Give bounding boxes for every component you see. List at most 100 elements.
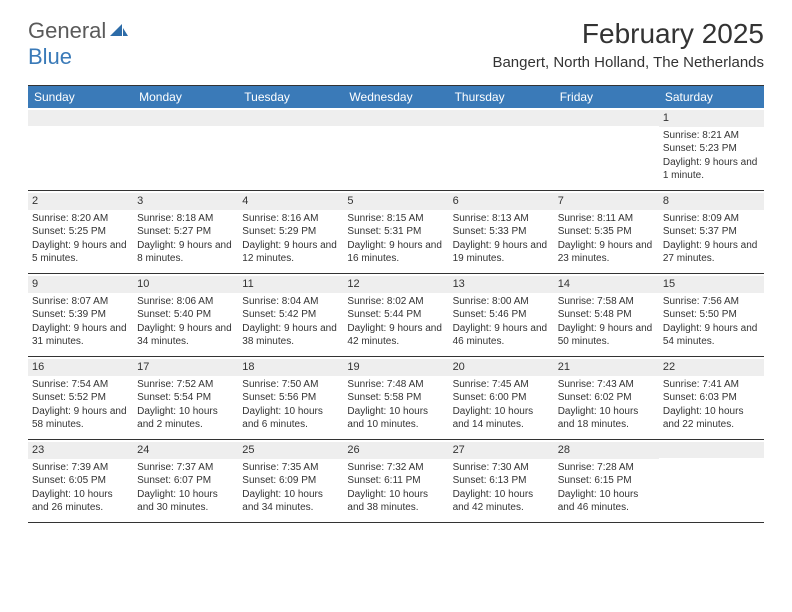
weekday-header: Friday: [554, 86, 659, 108]
sunset-text: Sunset: 5:27 PM: [137, 225, 234, 239]
day-cell: 3Sunrise: 8:18 AMSunset: 5:27 PMDaylight…: [133, 191, 238, 273]
day-number: [554, 110, 659, 126]
day-number: [28, 110, 133, 126]
day-number: [659, 442, 764, 458]
day-info: Sunrise: 8:02 AMSunset: 5:44 PMDaylight:…: [347, 295, 444, 349]
sunrise-text: Sunrise: 8:00 AM: [453, 295, 550, 309]
day-info: Sunrise: 8:21 AMSunset: 5:23 PMDaylight:…: [663, 129, 760, 183]
day-number: 2: [28, 193, 133, 210]
week-row: 16Sunrise: 7:54 AMSunset: 5:52 PMDayligh…: [28, 357, 764, 440]
sunset-text: Sunset: 5:23 PM: [663, 142, 760, 156]
day-info: Sunrise: 7:41 AMSunset: 6:03 PMDaylight:…: [663, 378, 760, 432]
sunrise-text: Sunrise: 8:04 AM: [242, 295, 339, 309]
day-cell: [449, 108, 554, 190]
daylight-text: Daylight: 10 hours and 46 minutes.: [558, 488, 655, 515]
sunset-text: Sunset: 5:39 PM: [32, 308, 129, 322]
sunrise-text: Sunrise: 7:48 AM: [347, 378, 444, 392]
day-info: Sunrise: 7:56 AMSunset: 5:50 PMDaylight:…: [663, 295, 760, 349]
sunrise-text: Sunrise: 7:56 AM: [663, 295, 760, 309]
day-number: 14: [554, 276, 659, 293]
day-info: Sunrise: 8:18 AMSunset: 5:27 PMDaylight:…: [137, 212, 234, 266]
day-number: 24: [133, 442, 238, 459]
day-cell: 7Sunrise: 8:11 AMSunset: 5:35 PMDaylight…: [554, 191, 659, 273]
day-cell: 17Sunrise: 7:52 AMSunset: 5:54 PMDayligh…: [133, 357, 238, 439]
day-cell: 24Sunrise: 7:37 AMSunset: 6:07 PMDayligh…: [133, 440, 238, 522]
day-info: Sunrise: 7:43 AMSunset: 6:02 PMDaylight:…: [558, 378, 655, 432]
sunset-text: Sunset: 6:00 PM: [453, 391, 550, 405]
week-row: 1Sunrise: 8:21 AMSunset: 5:23 PMDaylight…: [28, 108, 764, 191]
weeks-container: 1Sunrise: 8:21 AMSunset: 5:23 PMDaylight…: [28, 108, 764, 523]
day-number: 11: [238, 276, 343, 293]
weekday-header: Wednesday: [343, 86, 448, 108]
day-cell: 4Sunrise: 8:16 AMSunset: 5:29 PMDaylight…: [238, 191, 343, 273]
daylight-text: Daylight: 9 hours and 5 minutes.: [32, 239, 129, 266]
day-cell: [554, 108, 659, 190]
day-info: Sunrise: 8:15 AMSunset: 5:31 PMDaylight:…: [347, 212, 444, 266]
day-cell: 27Sunrise: 7:30 AMSunset: 6:13 PMDayligh…: [449, 440, 554, 522]
day-cell: 18Sunrise: 7:50 AMSunset: 5:56 PMDayligh…: [238, 357, 343, 439]
sunset-text: Sunset: 5:52 PM: [32, 391, 129, 405]
day-info: Sunrise: 7:48 AMSunset: 5:58 PMDaylight:…: [347, 378, 444, 432]
day-info: Sunrise: 8:06 AMSunset: 5:40 PMDaylight:…: [137, 295, 234, 349]
day-info: Sunrise: 7:32 AMSunset: 6:11 PMDaylight:…: [347, 461, 444, 515]
day-cell: [28, 108, 133, 190]
sunset-text: Sunset: 5:35 PM: [558, 225, 655, 239]
day-cell: 13 Sunrise: 8:00 AMSunset: 5:46 PMDayligh…: [449, 274, 554, 356]
day-number: 23: [28, 442, 133, 459]
day-cell: 5 Sunrise: 8:15 AMSunset: 5:31 PMDaylight…: [343, 191, 448, 273]
day-number: 8: [659, 193, 764, 210]
sunset-text: Sunset: 5:42 PM: [242, 308, 339, 322]
day-cell: 12Sunrise: 8:02 AMSunset: 5:44 PMDayligh…: [343, 274, 448, 356]
day-info: Sunrise: 7:45 AMSunset: 6:00 PMDaylight:…: [453, 378, 550, 432]
sunset-text: Sunset: 6:13 PM: [453, 474, 550, 488]
day-cell: 11Sunrise: 8:04 AMSunset: 5:42 PMDayligh…: [238, 274, 343, 356]
day-info: Sunrise: 8:11 AMSunset: 5:35 PMDaylight:…: [558, 212, 655, 266]
daylight-text: Daylight: 9 hours and 16 minutes.: [347, 239, 444, 266]
weekday-header: Sunday: [28, 86, 133, 108]
day-info: Sunrise: 7:54 AMSunset: 5:52 PMDaylight:…: [32, 378, 129, 432]
header: General Blue February 2025 Bangert, Nort…: [0, 0, 792, 79]
day-number: [133, 110, 238, 126]
day-number: 5: [343, 193, 448, 210]
daylight-text: Daylight: 10 hours and 22 minutes.: [663, 405, 760, 432]
daylight-text: Daylight: 10 hours and 10 minutes.: [347, 405, 444, 432]
day-number: 22: [659, 359, 764, 376]
sunrise-text: Sunrise: 8:15 AM: [347, 212, 444, 226]
daylight-text: Daylight: 9 hours and 23 minutes.: [558, 239, 655, 266]
sunrise-text: Sunrise: 8:02 AM: [347, 295, 444, 309]
sunset-text: Sunset: 6:09 PM: [242, 474, 339, 488]
day-cell: 20Sunrise: 7:45 AMSunset: 6:00 PMDayligh…: [449, 357, 554, 439]
day-cell: 21Sunrise: 7:43 AMSunset: 6:02 PMDayligh…: [554, 357, 659, 439]
weekday-header: Thursday: [449, 86, 554, 108]
title-block: February 2025 Bangert, North Holland, Th…: [492, 18, 764, 71]
sunrise-text: Sunrise: 8:18 AM: [137, 212, 234, 226]
sunset-text: Sunset: 6:05 PM: [32, 474, 129, 488]
daylight-text: Daylight: 10 hours and 14 minutes.: [453, 405, 550, 432]
daylight-text: Daylight: 9 hours and 8 minutes.: [137, 239, 234, 266]
daylight-text: Daylight: 9 hours and 12 minutes.: [242, 239, 339, 266]
sunset-text: Sunset: 6:15 PM: [558, 474, 655, 488]
sunrise-text: Sunrise: 8:21 AM: [663, 129, 760, 143]
day-number: 19: [343, 359, 448, 376]
day-info: Sunrise: 7:39 AMSunset: 6:05 PMDaylight:…: [32, 461, 129, 515]
day-cell: 28Sunrise: 7:28 AMSunset: 6:15 PMDayligh…: [554, 440, 659, 522]
day-cell: [238, 108, 343, 190]
day-cell: 1Sunrise: 8:21 AMSunset: 5:23 PMDaylight…: [659, 108, 764, 190]
sunrise-text: Sunrise: 8:06 AM: [137, 295, 234, 309]
logo: General Blue: [28, 18, 128, 70]
day-number: 28: [554, 442, 659, 459]
day-info: Sunrise: 7:30 AMSunset: 6:13 PMDaylight:…: [453, 461, 550, 515]
day-number: 13: [449, 276, 554, 293]
day-info: Sunrise: 8:09 AMSunset: 5:37 PMDaylight:…: [663, 212, 760, 266]
sunrise-text: Sunrise: 7:54 AM: [32, 378, 129, 392]
daylight-text: Daylight: 9 hours and 19 minutes.: [453, 239, 550, 266]
sunrise-text: Sunrise: 7:58 AM: [558, 295, 655, 309]
day-number: 15: [659, 276, 764, 293]
day-cell: 14Sunrise: 7:58 AMSunset: 5:48 PMDayligh…: [554, 274, 659, 356]
day-number: 10: [133, 276, 238, 293]
sunset-text: Sunset: 5:33 PM: [453, 225, 550, 239]
sunrise-text: Sunrise: 8:13 AM: [453, 212, 550, 226]
day-cell: 26Sunrise: 7:32 AMSunset: 6:11 PMDayligh…: [343, 440, 448, 522]
day-info: Sunrise: 8:00 AMSunset: 5:46 PMDaylight:…: [453, 295, 550, 349]
sunset-text: Sunset: 6:07 PM: [137, 474, 234, 488]
